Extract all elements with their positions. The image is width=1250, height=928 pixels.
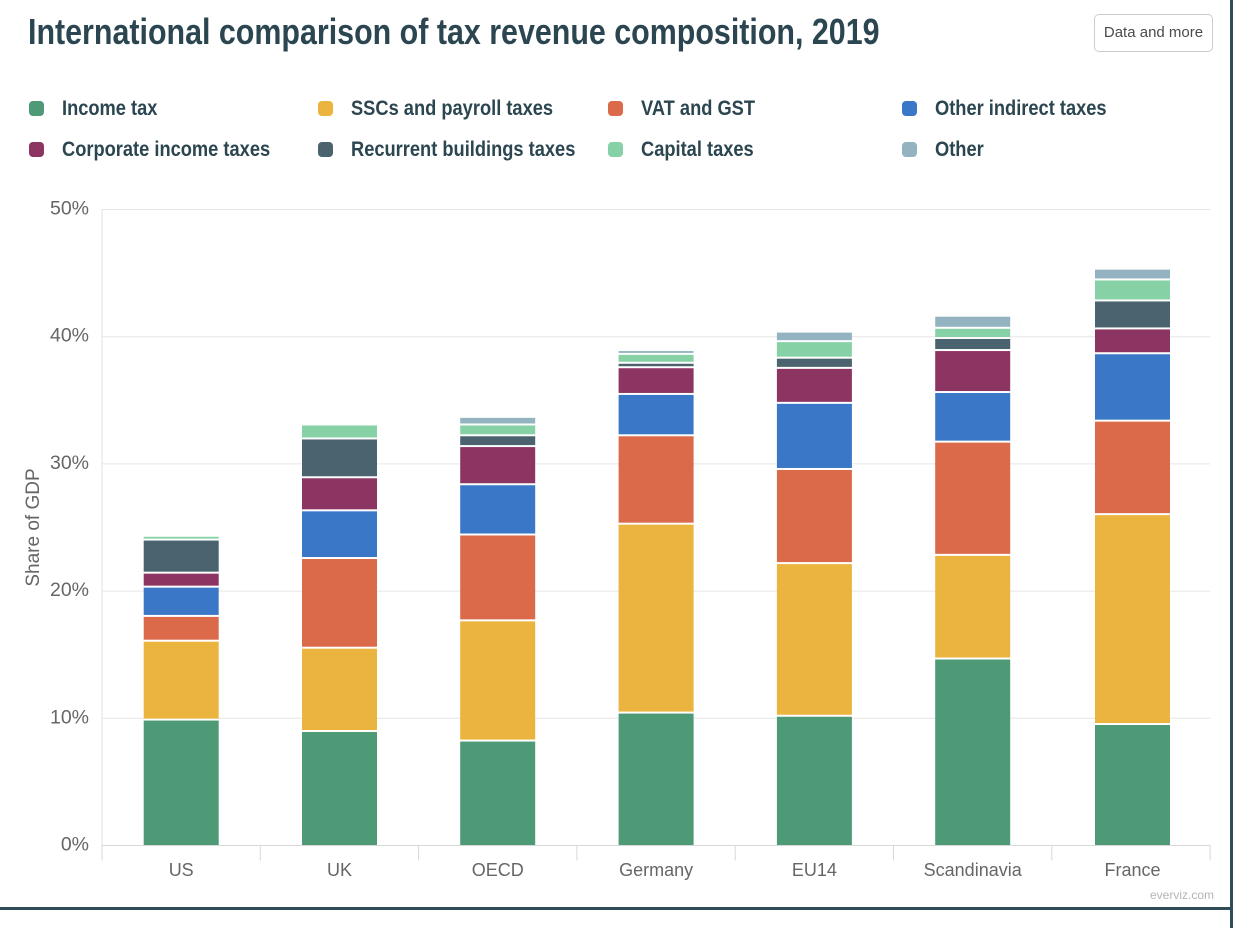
svg-text:everviz.com: everviz.com xyxy=(1150,888,1214,902)
svg-text:France: France xyxy=(1104,860,1160,880)
svg-text:Scandinavia: Scandinavia xyxy=(924,860,1023,880)
svg-text:30%: 30% xyxy=(50,452,89,474)
svg-text:40%: 40% xyxy=(50,325,89,347)
svg-text:10%: 10% xyxy=(50,706,89,728)
svg-text:50%: 50% xyxy=(50,198,89,220)
svg-text:UK: UK xyxy=(327,860,352,880)
svg-text:EU14: EU14 xyxy=(792,860,837,880)
svg-text:20%: 20% xyxy=(50,579,89,601)
svg-text:0%: 0% xyxy=(61,834,89,856)
svg-text:OECD: OECD xyxy=(472,860,524,880)
svg-text:US: US xyxy=(169,860,194,880)
svg-text:Germany: Germany xyxy=(619,860,693,880)
svg-text:Share of GDP: Share of GDP xyxy=(23,468,44,586)
